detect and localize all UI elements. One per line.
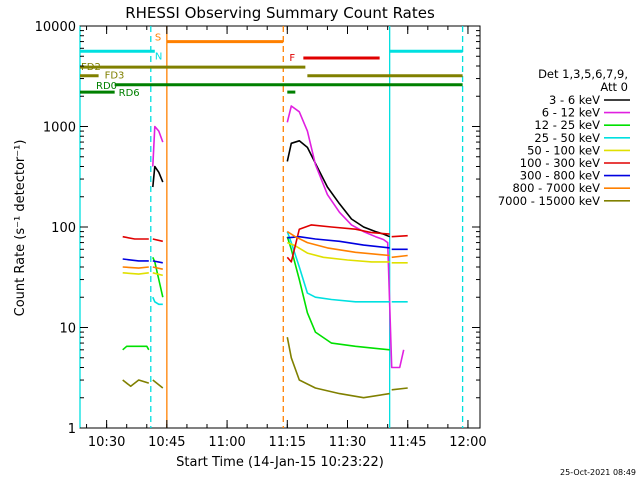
generation-timestamp: 25-Oct-2021 08:49 (560, 468, 636, 477)
legend-label-6: 300 - 800 keV (520, 169, 600, 183)
series-line-2-segment-0 (122, 345, 150, 351)
legend-label-0: 3 - 6 keV (549, 93, 600, 107)
chart-title: RHESSI Observing Summary Count Rates (125, 4, 435, 22)
series-line-0-segment-1 (286, 140, 391, 238)
x-tick-label-5: 11:45 (389, 435, 426, 450)
series-line-4-segment-0 (122, 272, 149, 275)
series-line-8-segment-3 (391, 387, 408, 391)
y-axis-label: Count Rate (s⁻¹ detector⁻¹) (13, 140, 28, 317)
legend-header-0: Det 1,3,5,6,7,9, (538, 67, 628, 81)
legend-label-2: 12 - 25 keV (534, 118, 600, 132)
series-line-6-segment-0 (122, 258, 149, 262)
legend-label-1: 6 - 12 keV (542, 106, 600, 120)
series-line-8-segment-2 (286, 337, 390, 399)
series-line-7-segment-1 (152, 266, 163, 270)
legend-header-1: Att 0 (600, 80, 628, 94)
y-tick-label-3: 1000 (43, 121, 76, 136)
series-line-7-segment-2 (286, 230, 390, 257)
x-tick-label-6: 12:00 (449, 435, 486, 450)
flag-label-fd3: FD3 (105, 71, 125, 82)
series-line-5-segment-3 (391, 234, 408, 238)
series-line-5-segment-2 (286, 224, 390, 263)
y-tick-label-1: 10 (59, 322, 76, 337)
series-line-8-segment-0 (122, 379, 150, 388)
x-tick-label-2: 11:00 (208, 435, 245, 450)
series-line-4-segment-1 (152, 272, 164, 277)
legend-label-4: 50 - 100 keV (527, 143, 600, 157)
series-line-1-segment-1 (286, 105, 405, 369)
series-line-7-segment-3 (391, 254, 408, 259)
legend-label-5: 100 - 300 keV (520, 156, 600, 170)
flag-label-s: S (155, 33, 161, 44)
x-tick-label-1: 10:45 (148, 435, 185, 450)
x-tick-label-4: 11:30 (329, 435, 366, 450)
legend-label-3: 25 - 50 keV (534, 131, 600, 145)
flag-label-n: N (155, 51, 162, 62)
flag-label-f: F (289, 53, 295, 64)
x-axis-label: Start Time (14-Jan-15 10:23:22) (176, 455, 384, 470)
series-line-3-segment-1 (286, 231, 390, 303)
flag-label-rd6: RD6 (119, 88, 140, 99)
x-tick-label-0: 10:30 (88, 435, 125, 450)
legend-label-7: 800 - 7000 keV (512, 181, 600, 195)
series-line-5-segment-0 (122, 235, 149, 240)
series-line-1-segment-0 (152, 125, 164, 167)
series-line-6-segment-1 (152, 260, 163, 264)
series-line-7-segment-0 (122, 266, 149, 269)
y-tick-label-0: 1 (68, 422, 76, 437)
x-tick-label-3: 11:15 (269, 435, 306, 450)
legend-label-8: 7000 - 15000 keV (498, 194, 600, 208)
series-line-3-segment-0 (152, 296, 163, 306)
series-line-5-segment-1 (152, 238, 163, 243)
series-line-8-segment-1 (152, 379, 164, 389)
y-tick-label-2: 100 (51, 221, 76, 236)
series-line-2-segment-1 (152, 256, 164, 298)
y-tick-label-4: 10000 (35, 20, 76, 35)
flag-label-fd2: FD2 (81, 62, 101, 73)
series-line-0-segment-0 (152, 165, 164, 188)
flag-label-rd0: RD0 (96, 81, 117, 92)
